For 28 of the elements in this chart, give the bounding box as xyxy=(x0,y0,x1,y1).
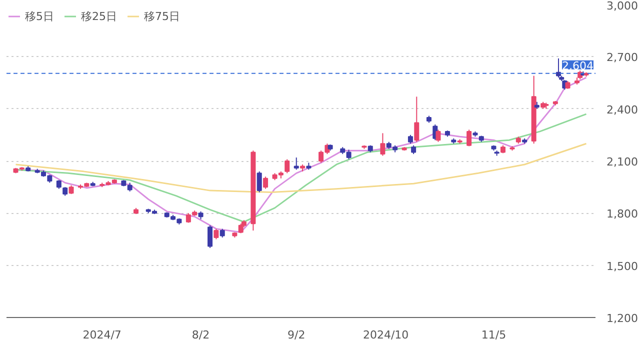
candlestick xyxy=(414,96,420,142)
legend-label: 移5日 xyxy=(25,8,54,24)
x-tick-label: 8/2 xyxy=(192,328,210,342)
y-tick-label: 1,500 xyxy=(606,260,638,273)
y-tick-label: 2,400 xyxy=(606,103,638,116)
ref-line-label: 2,604 xyxy=(562,59,594,72)
y-tick-label: 2,100 xyxy=(606,156,638,168)
candlestick xyxy=(380,132,386,156)
candlestick xyxy=(466,129,472,147)
y-tick-label: 2,700 xyxy=(606,51,638,64)
candlestick xyxy=(294,157,299,170)
x-tick-label: 9/2 xyxy=(288,328,306,342)
x-tick-label: 2024/7 xyxy=(82,328,122,342)
candlestick xyxy=(284,158,290,174)
x-tick-label: 2024/10 xyxy=(362,328,409,342)
candlestick xyxy=(263,176,268,190)
y-tick-label: 3,000 xyxy=(606,0,638,12)
y-tick-label: 1,800 xyxy=(606,208,638,221)
candlestick xyxy=(214,228,219,240)
x-tick-label: 11/5 xyxy=(481,328,506,342)
legend-label: 移25日 xyxy=(81,8,117,24)
y-tick-label: 1,200 xyxy=(606,312,638,325)
candlestick xyxy=(208,224,213,248)
candlestick xyxy=(556,58,561,78)
line-series xyxy=(15,142,587,194)
candlestick xyxy=(256,170,262,193)
legend-label: 移75日 xyxy=(144,8,180,24)
candlestick xyxy=(436,129,441,142)
